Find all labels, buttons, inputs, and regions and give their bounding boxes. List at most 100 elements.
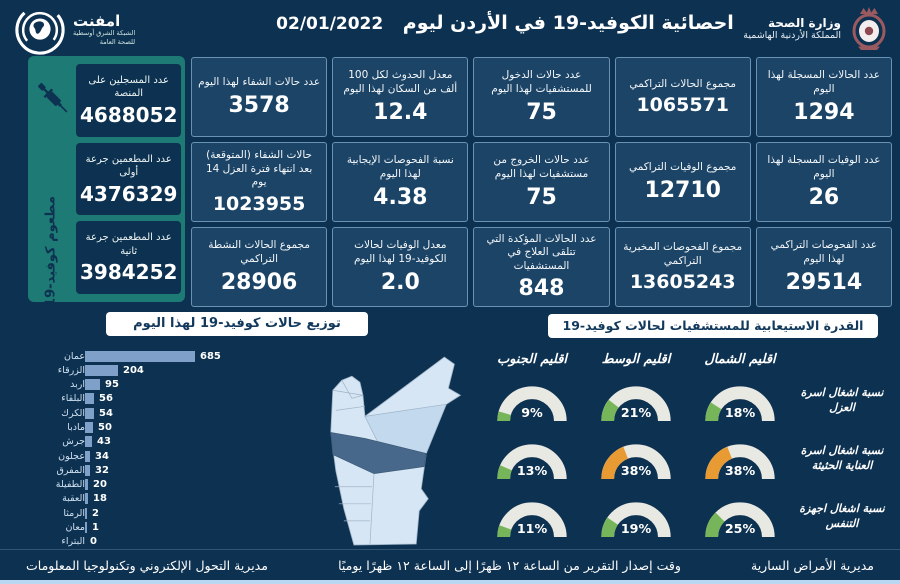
gauge: 25% <box>698 493 782 542</box>
bar-value-label: 0 <box>90 536 97 548</box>
stat-card: عدد حالات الدخول للمستشفيات لهذا اليوم 75 <box>473 57 610 137</box>
stat-card-label: مجموع الحالات النشطة التراكمي <box>208 239 310 265</box>
svg-text:38%: 38% <box>621 463 652 478</box>
vaccination-panel: مطعوم كوفيد-19 عدد المسجلين على المنصة 46… <box>28 56 185 307</box>
svg-text:11%: 11% <box>517 521 548 536</box>
bar-row: الطفيلة 20 <box>28 479 323 491</box>
stat-card-label: عدد الفحوصات التراكمي لهذا اليوم <box>770 239 878 265</box>
bar-value-label: 685 <box>200 350 221 362</box>
stat-card-value: 75 <box>526 184 557 210</box>
bar-category-label: عجلون <box>58 450 85 462</box>
vaccination-card: عدد المسجلين على المنصة 4688052 <box>76 64 182 137</box>
stat-card: مجموع الفحوصات المخبرية التراكمي 13605243 <box>614 227 751 307</box>
gauge: 18% <box>698 377 782 426</box>
bar-category-label: اربد <box>70 379 85 391</box>
footer-report-time: وقت إصدار التقرير من الساعة ١٢ ظهرًا إلى… <box>338 557 681 573</box>
bar-category-label: جرش <box>62 436 85 448</box>
bar-row: العقبة 18 <box>28 493 323 505</box>
vaccination-side-strip: مطعوم كوفيد-19 <box>28 56 75 307</box>
bar <box>85 350 195 362</box>
bar-row: عجلون 34 <box>28 450 323 462</box>
bar-category-label: الرمثا <box>63 507 85 519</box>
stat-card-label: عدد حالات الشفاء لهذا اليوم <box>198 76 321 89</box>
stat-card: عدد حالات الشفاء لهذا اليوم 3578 <box>191 57 328 137</box>
jordan-map-borders <box>332 380 375 545</box>
stat-card: عدد حالات الخروج من مستشفيات لهذا اليوم 7… <box>473 142 610 222</box>
bar-category-label: مادبا <box>67 421 85 433</box>
stat-card: عدد الوفيات المسجلة لهذا اليوم 26 <box>755 142 892 222</box>
gauge: 9% <box>490 377 574 426</box>
stat-card: عدد الفحوصات التراكمي لهذا اليوم 29514 <box>755 227 892 307</box>
capacity-section: القدرة الاستيعابية للمستشفيات لحالات كوف… <box>480 312 892 548</box>
stat-card-label: عدد حالات الدخول للمستشفيات لهذا اليوم <box>491 69 592 95</box>
bar-value-label: 50 <box>98 421 112 433</box>
gauge: 21% <box>594 377 678 426</box>
bar <box>85 436 92 448</box>
bar-value-label: 18 <box>93 493 107 505</box>
stat-card-label: نسبة الفحوصات الإيجابية لهذا اليوم <box>346 154 454 180</box>
vaccination-card-label: عدد المطعمين جرعة أولى <box>85 153 172 179</box>
stats-grid: عدد الحالات المسجلة لهذا اليوم 1294 مجموع … <box>191 57 892 307</box>
stat-card-value: 28906 <box>220 269 298 295</box>
syringe-icon <box>31 76 75 124</box>
stat-card-value: 1065571 <box>636 94 729 117</box>
bar <box>85 379 100 391</box>
bar-row: البلقاء 56 <box>28 393 323 405</box>
bar-value-label: 20 <box>93 479 107 491</box>
bar-value-label: 2 <box>92 507 99 519</box>
bar-category-label: البلقاء <box>61 393 85 405</box>
svg-text:9%: 9% <box>521 405 543 420</box>
vaccination-card: عدد المطعمين جرعة ثانية 3984252 <box>76 221 182 295</box>
bar-category-label: الطفيلة <box>55 479 85 491</box>
stat-card-label: عدد الحالات المؤكدة التي تتلقى العلاج في… <box>486 232 597 272</box>
stat-card-label: عدد الحالات المسجلة لهذا اليوم <box>767 69 881 95</box>
vaccination-card-value: 4688052 <box>80 102 178 127</box>
bottom-accent-strip <box>0 580 900 584</box>
gauge: 19% <box>594 493 678 542</box>
bar-row: الزرقاء 204 <box>28 364 323 376</box>
distribution-section: توزيع حالات كوفيد-19 لهذا اليوم عمان 685 ا… <box>28 312 473 548</box>
vaccination-card-label: عدد المسجلين على المنصة <box>88 74 169 100</box>
vaccination-card-label: عدد المطعمين جرعة ثانية <box>85 232 172 257</box>
stat-card-value: 3578 <box>228 92 290 118</box>
gauge: 38% <box>698 435 782 484</box>
capacity-grid: اقليم الشمال اقليم الوسط اقليم الجنوب نسبة … <box>480 346 892 546</box>
vaccination-card: عدد المطعمين جرعة أولى 4376329 <box>76 142 182 216</box>
svg-text:38%: 38% <box>725 463 756 478</box>
stat-card-value: 1294 <box>793 99 855 125</box>
vaccination-card-value: 3984252 <box>80 260 178 285</box>
gauge: 38% <box>594 435 678 484</box>
stat-card-label: حالات الشفاء (المتوقعة) بعد انتهاء فترة … <box>205 149 313 189</box>
stat-card-value: 75 <box>526 99 557 125</box>
capacity-row-label: نسبة اشغال اسرة العناية الحثيثة <box>800 444 884 472</box>
stat-card: معدل الحدوث لكل 100 ألف من السكان لهذا ا… <box>332 57 469 137</box>
bar-category-label: عمان <box>63 350 85 362</box>
stat-card-value: 1023955 <box>212 192 306 215</box>
bar-row: اربد 95 <box>28 379 323 391</box>
region-header: اقليم الوسط <box>601 351 671 367</box>
svg-text:18%: 18% <box>725 405 756 420</box>
footer-it-directorate: مديرية التحول الإلكتروني وتكنولوجيا المع… <box>26 557 268 573</box>
bar-row: جرش 43 <box>28 436 323 448</box>
stat-card-value: 848 <box>518 276 565 302</box>
vaccination-cards: عدد المسجلين على المنصة 4688052 عدد المطعم… <box>74 56 189 302</box>
bar <box>85 450 90 462</box>
bar-value-label: 1 <box>92 522 99 534</box>
stat-card-value: 12710 <box>644 177 721 203</box>
stat-card: مجموع الحالات التراكمي 1065571 <box>614 57 751 137</box>
bar-value-label: 204 <box>123 364 144 376</box>
bar-value-label: 34 <box>95 450 109 462</box>
bar <box>85 507 87 519</box>
footer-diseases-directorate: مديرية الأمراض السارية <box>751 557 874 573</box>
bar <box>85 464 90 476</box>
ministry-block: وزارة الصحة المملكة الأردنية الهاشمية <box>743 5 890 51</box>
bar-value-label: 56 <box>99 393 113 405</box>
ministry-sub: المملكة الأردنية الهاشمية <box>743 29 841 41</box>
emphnet-globe-icon <box>15 5 65 55</box>
stat-card-value: 2.0 <box>380 269 420 295</box>
page-title: احصائية الكوفيد-19 في الأردن ليوم <box>402 12 734 34</box>
stat-card-value: 13605243 <box>629 271 736 294</box>
stat-card-label: عدد حالات الخروج من مستشفيات لهذا اليوم <box>493 154 590 180</box>
bar-row: الرمثا 2 <box>28 507 323 519</box>
